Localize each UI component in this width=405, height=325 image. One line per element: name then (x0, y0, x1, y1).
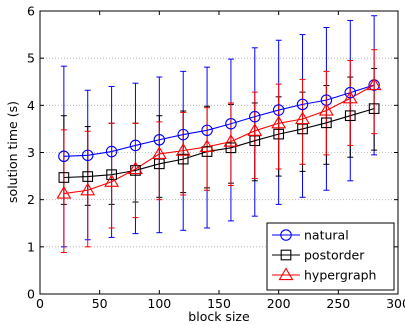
plot-area (39, 10, 399, 295)
y-tick-label: 6 (27, 4, 35, 19)
x-axis-label: block size (188, 309, 250, 324)
axis-ticks (39, 10, 399, 295)
x-tick-label: 100 (147, 296, 171, 311)
postorder-point (344, 110, 356, 122)
postorder-point (106, 169, 117, 181)
natural-point (81, 149, 94, 162)
postorder-point (58, 172, 70, 183)
postorder-point (225, 142, 237, 154)
hypergraph-point (56, 185, 72, 199)
legend-box (266, 222, 395, 291)
natural-point (368, 79, 380, 91)
x-tick-labels: 0 50 100 150 200 250 300 (36, 296, 405, 311)
natural-point (105, 145, 118, 158)
y-tick-label: 1 (27, 239, 35, 254)
series-markers (56, 77, 382, 199)
y-tick-label: 2 (27, 192, 35, 207)
natural-point (58, 150, 70, 163)
hypergraph-point (80, 182, 96, 196)
x-tick-label: 300 (386, 296, 405, 311)
postorder-point (297, 123, 308, 135)
natural-point (344, 86, 357, 99)
hypergraph-point (199, 139, 215, 152)
y-tick-labels: 0 1 2 3 4 5 6 (27, 4, 35, 302)
legend-label-postorder: postorder (304, 248, 365, 263)
postorder-line (63, 108, 375, 179)
legend-marker-natural (280, 229, 292, 241)
hypergraph-point (342, 90, 358, 104)
hypergraph-point (151, 146, 167, 160)
postorder-point (273, 128, 285, 140)
y-tick-label: 5 (27, 51, 35, 66)
hypergraph-point (223, 134, 239, 147)
hypergraph-point (271, 115, 287, 129)
hypergraph-point (175, 143, 191, 156)
natural-point (153, 134, 166, 146)
postorder-point (368, 103, 380, 114)
postorder-point (249, 135, 261, 147)
postorder-point (177, 153, 189, 165)
x-tick-label: 50 (92, 296, 108, 311)
postorder-point (321, 117, 332, 129)
x-tick-label: 0 (36, 296, 44, 311)
natural-point (272, 104, 285, 116)
hypergraph-point (247, 123, 263, 136)
legend-label-hypergraph: hypergraph (304, 268, 376, 283)
legend-marker-postorder (280, 249, 292, 261)
hypergraph-point (295, 111, 310, 125)
x-tick-label: 250 (326, 296, 350, 311)
natural-line (63, 84, 375, 157)
natural-point (320, 94, 333, 106)
x-tick-label: 200 (267, 296, 291, 311)
y-tick-label: 0 (27, 287, 35, 302)
legend-label-natural: natural (304, 228, 349, 243)
hypergraph-point (104, 174, 120, 187)
natural-point (296, 98, 309, 111)
legend: natural postorder hypergraph (266, 222, 395, 291)
postorder-point (153, 158, 165, 170)
x-tick-label: 150 (207, 296, 231, 311)
y-axis-label: solution time (s) (5, 101, 20, 203)
hypergraph-point (318, 102, 334, 116)
natural-point (249, 110, 261, 123)
hypergraph-point (128, 161, 143, 175)
postorder-point (82, 171, 94, 182)
y-tick-label: 3 (27, 145, 35, 160)
natural-point (225, 117, 237, 130)
natural-point (129, 139, 142, 152)
legend-marker-hypergraph (278, 267, 294, 281)
y-tick-label: 4 (27, 98, 35, 113)
natural-point (177, 128, 189, 141)
natural-point (201, 124, 213, 137)
hypergraph-point (366, 77, 382, 91)
